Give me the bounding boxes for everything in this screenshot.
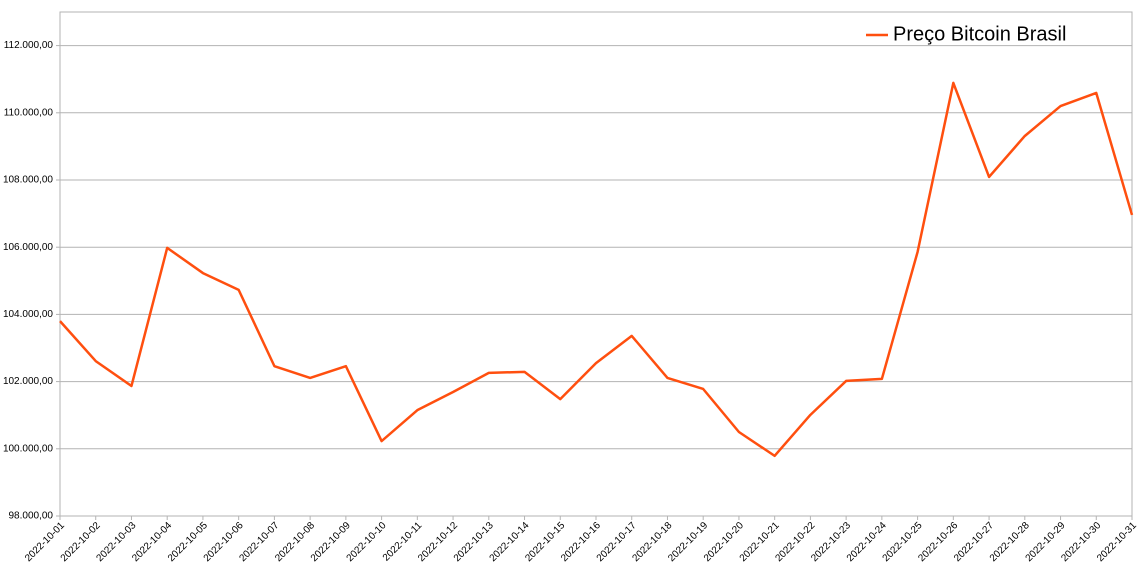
y-tick-label: 100.000,00 — [3, 443, 53, 454]
y-tick-label: 98.000,00 — [9, 511, 54, 522]
y-tick-label: 110.000,00 — [4, 107, 54, 118]
line-series — [59, 81, 1134, 458]
y-tick-label: 106.000,00 — [3, 242, 53, 253]
plot-border — [59, 11, 1133, 517]
y-tick-label: 102.000,00 — [3, 376, 53, 387]
y-tick-label: 112.000,00 — [4, 40, 54, 51]
legend-label: Preço Bitcoin Brasil — [893, 23, 1066, 45]
y-tick-label: 104.000,00 — [3, 309, 53, 320]
y-tick-label: 108.000,00 — [3, 175, 53, 186]
